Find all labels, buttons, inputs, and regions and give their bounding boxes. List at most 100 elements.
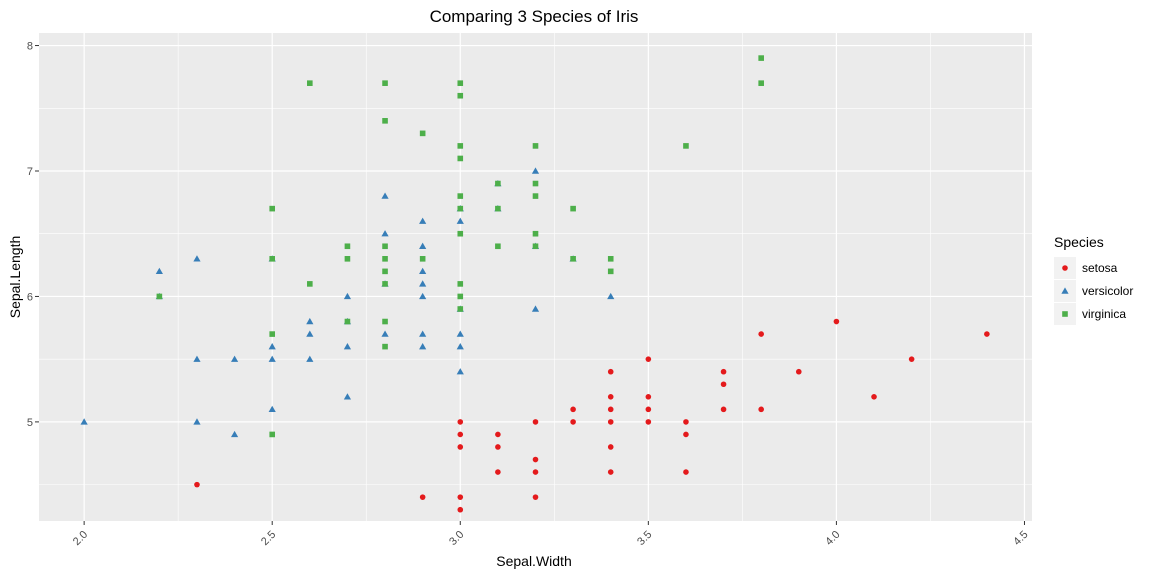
- virginica-point: [457, 293, 464, 300]
- versicolor-point: [531, 305, 540, 312]
- data-points: [80, 55, 990, 513]
- versicolor-point: [306, 355, 314, 362]
- versicolor-point: [155, 267, 163, 275]
- virginica-point: [307, 80, 313, 86]
- virginica-point: [457, 281, 464, 287]
- setosa-point: [645, 419, 652, 425]
- virginica-point: [758, 80, 764, 86]
- setosa-point: [607, 419, 614, 425]
- virginica-point: [532, 143, 539, 149]
- setosa-point: [607, 368, 614, 375]
- versicolor-point: [419, 330, 427, 337]
- setosa-point: [495, 469, 501, 475]
- setosa-point: [871, 394, 877, 400]
- plot-panel: [39, 33, 1032, 521]
- setosa-point: [457, 444, 464, 450]
- setosa-point: [570, 406, 576, 413]
- virginica-point: [457, 230, 464, 237]
- virginica-point: [344, 318, 351, 325]
- setosa-point: [532, 419, 539, 425]
- versicolor-point: [419, 217, 427, 224]
- virginica-point: [156, 293, 163, 300]
- virginica-point: [607, 268, 614, 275]
- virginica-point: [457, 193, 464, 199]
- legend-label-versicolor: versicolor: [1082, 284, 1133, 298]
- versicolor-point: [193, 355, 201, 362]
- versicolor-point: [419, 280, 427, 287]
- versicolor-point: [607, 292, 615, 300]
- versicolor-point: [268, 343, 276, 350]
- setosa-point: [720, 368, 727, 375]
- legend-items: setosa versicolor virginica: [1054, 257, 1133, 325]
- setosa-point: [683, 469, 689, 475]
- setosa-point: [758, 406, 764, 413]
- virginica-point: [419, 130, 426, 137]
- virginica-point: [532, 243, 539, 250]
- versicolor-point: [381, 192, 389, 199]
- versicolor-point: [419, 343, 427, 350]
- versicolor-point: [343, 292, 352, 300]
- virginica-point: [495, 243, 501, 250]
- setosa-point: [683, 431, 689, 438]
- setosa-point: [833, 318, 840, 325]
- setosa-point: [570, 419, 576, 425]
- versicolor-point: [230, 430, 239, 438]
- virginica-point: [495, 180, 501, 187]
- legend-key-versicolor: [1061, 287, 1069, 294]
- setosa-point: [495, 431, 501, 438]
- virginica-point: [382, 256, 388, 262]
- x-tick-label: 2.0: [71, 529, 90, 548]
- virginica-point: [382, 268, 388, 275]
- virginica-point: [269, 331, 276, 337]
- setosa-point: [607, 394, 614, 400]
- x-tick-label: 3.5: [635, 529, 654, 548]
- versicolor-point: [193, 418, 201, 425]
- virginica-point: [269, 205, 276, 212]
- legend-label-setosa: setosa: [1082, 261, 1118, 275]
- setosa-point: [758, 331, 764, 337]
- setosa-point: [457, 431, 464, 438]
- setosa-point: [908, 356, 915, 362]
- virginica-point: [532, 193, 539, 199]
- versicolor-point: [230, 355, 239, 362]
- virginica-point: [495, 205, 501, 212]
- versicolor-point: [343, 343, 352, 350]
- versicolor-point: [419, 242, 427, 249]
- virginica-point: [382, 343, 388, 350]
- virginica-point: [344, 256, 351, 262]
- setosa-point: [607, 406, 614, 413]
- virginica-point: [382, 80, 388, 86]
- virginica-point: [457, 205, 464, 212]
- series-virginica: [156, 55, 764, 438]
- versicolor-point: [268, 355, 276, 362]
- setosa-point: [194, 481, 200, 488]
- y-tick-label: 6: [27, 291, 33, 303]
- setosa-point: [645, 406, 652, 413]
- setosa-point: [720, 381, 727, 388]
- setosa-point: [607, 469, 614, 475]
- virginica-point: [269, 431, 276, 438]
- versicolor-point: [306, 330, 314, 337]
- x-tick-label: 4.0: [823, 529, 842, 548]
- virginica-point: [382, 118, 388, 124]
- versicolor-point: [268, 405, 276, 413]
- setosa-point: [795, 368, 802, 375]
- versicolor-point: [456, 343, 464, 350]
- setosa-point: [532, 469, 539, 475]
- setosa-point: [645, 394, 652, 400]
- virginica-point: [457, 306, 464, 312]
- versicolor-point: [343, 393, 352, 400]
- versicolor-point: [80, 418, 88, 425]
- virginica-point: [382, 243, 388, 250]
- setosa-point: [720, 406, 727, 413]
- virginica-point: [683, 143, 689, 149]
- virginica-point: [758, 55, 764, 61]
- chart-title: Comparing 3 Species of Iris: [430, 7, 639, 26]
- virginica-point: [419, 256, 426, 262]
- virginica-point: [532, 230, 539, 237]
- setosa-point: [457, 419, 464, 425]
- legend-key-setosa: [1062, 265, 1068, 271]
- legend-label-virginica: virginica: [1082, 307, 1126, 321]
- versicolor-point: [381, 330, 389, 337]
